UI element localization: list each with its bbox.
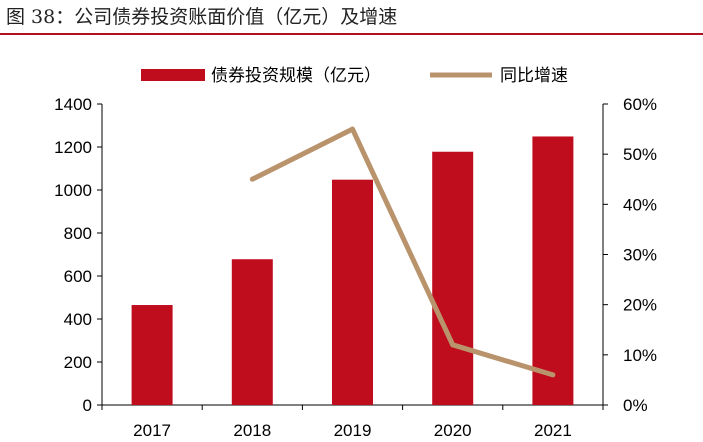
y-right-tick-label: 30% bbox=[623, 246, 657, 265]
growth-line-path bbox=[251, 126, 554, 378]
bars bbox=[131, 136, 574, 405]
y-left-tick-label: 600 bbox=[64, 267, 92, 286]
y-right-tick-label: 0% bbox=[623, 396, 648, 415]
y-left-tick-label: 400 bbox=[64, 310, 92, 329]
y-right-tick-label: 40% bbox=[623, 195, 657, 214]
growth-point bbox=[450, 342, 456, 348]
y-left-tick-label: 800 bbox=[64, 224, 92, 243]
bar bbox=[332, 179, 373, 405]
x-tick-label: 2019 bbox=[334, 421, 372, 440]
y-left-tick-label: 1200 bbox=[54, 138, 92, 157]
legend-bar-swatch bbox=[141, 69, 205, 81]
y-right-tick-label: 50% bbox=[623, 145, 657, 164]
legend-line-label: 同比增速 bbox=[500, 66, 568, 86]
legend-bar-label: 债券投资规模（亿元） bbox=[211, 66, 381, 86]
x-tick-label: 2021 bbox=[534, 421, 572, 440]
y-right-tick-label: 20% bbox=[623, 296, 657, 315]
legend: 债券投资规模（亿元） 同比增速 bbox=[141, 66, 568, 86]
figure-title: 图 38：公司债券投资账面价值（亿元）及增速 bbox=[6, 6, 398, 28]
growth-point bbox=[350, 126, 355, 132]
y-left-tick-label: 1000 bbox=[54, 181, 92, 200]
bar bbox=[131, 305, 173, 405]
bar bbox=[532, 136, 574, 405]
y-right-tick-label: 10% bbox=[623, 346, 657, 365]
title-rule bbox=[0, 33, 703, 35]
y-left-tick-label: 200 bbox=[64, 353, 92, 372]
bar bbox=[231, 259, 273, 405]
x-tick-label: 2020 bbox=[434, 421, 472, 440]
x-tick-label: 2018 bbox=[233, 421, 271, 440]
growth-line bbox=[249, 126, 556, 378]
bar bbox=[432, 151, 474, 405]
x-tick-label: 2017 bbox=[133, 421, 171, 440]
y-left-tick-label: 1400 bbox=[54, 95, 92, 114]
growth-point bbox=[550, 372, 556, 378]
y-right-tick-label: 60% bbox=[623, 95, 657, 114]
y-left-tick-label: 0 bbox=[83, 396, 92, 415]
growth-point bbox=[249, 176, 255, 182]
tick-labels: 0 200 400 600 800 1000 1200 1400 0% 10% 20% 30% 40% 5… bbox=[54, 95, 657, 440]
